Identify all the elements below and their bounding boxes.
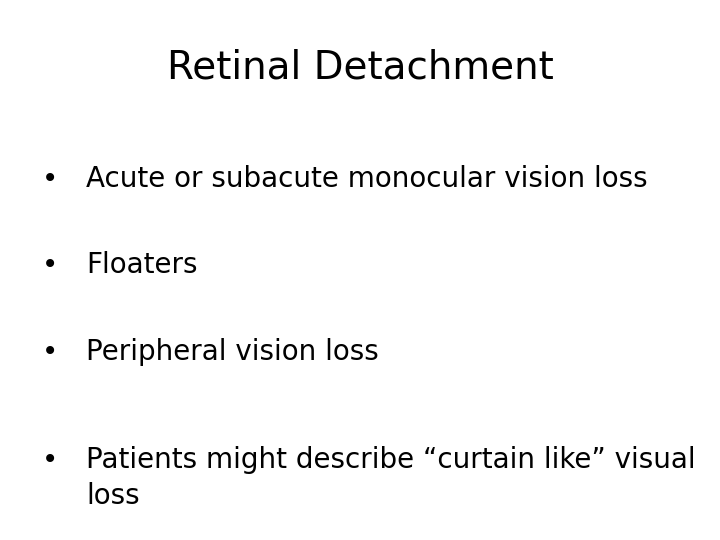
Text: •: • [42,251,58,279]
Text: Peripheral vision loss: Peripheral vision loss [86,338,379,366]
Text: •: • [42,165,58,193]
Text: •: • [42,338,58,366]
Text: Acute or subacute monocular vision loss: Acute or subacute monocular vision loss [86,165,648,193]
Text: Retinal Detachment: Retinal Detachment [166,49,554,86]
Text: •: • [42,446,58,474]
Text: Patients might describe “curtain like” visual
loss: Patients might describe “curtain like” v… [86,446,696,510]
Text: Floaters: Floaters [86,251,198,279]
